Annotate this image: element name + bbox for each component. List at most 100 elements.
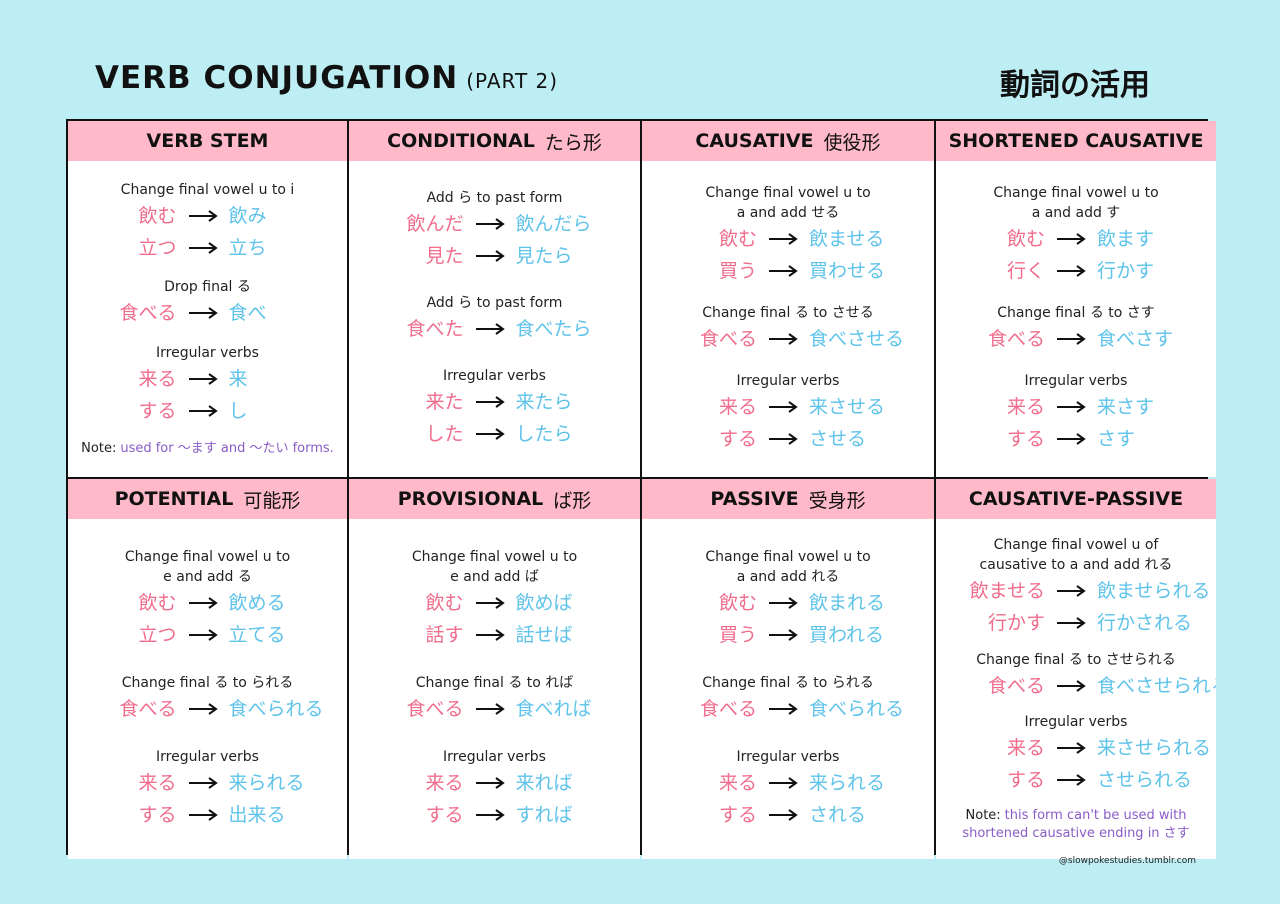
verb-to: さす	[1097, 428, 1136, 450]
conjugation: 来る 来さす	[941, 391, 1211, 423]
verb-from: する	[425, 804, 464, 826]
cell: CAUSATIVE-PASSIVE Change final vowel u of…	[936, 479, 1216, 859]
cell-header: CAUSATIVE 使役形	[642, 121, 934, 161]
cell-header: VERB STEM	[68, 121, 347, 161]
conjugation: 来る 来られる	[73, 767, 343, 799]
section: Change final vowel u to a and add れる 飲む 飲まれ…	[653, 547, 923, 651]
rule: a and add せる	[736, 205, 840, 221]
conjugation: する させる	[653, 423, 923, 455]
conjugation: 飲む 飲めば	[360, 587, 630, 619]
verb-from: 食べる	[119, 302, 177, 325]
verb-from: 来る	[425, 772, 464, 794]
conjugation: 飲む 飲ませる	[653, 223, 923, 255]
verb-to: 来られる	[228, 772, 305, 794]
cell-header: PASSIVE 受身形	[642, 479, 934, 519]
section: Change final vowel u to e and add る飲む 飲める立…	[73, 547, 343, 651]
conjugation: 話す 話せば	[360, 619, 630, 651]
verb-to: 買わせる	[809, 260, 886, 282]
conjugation: 来る 来られる	[653, 767, 923, 799]
rule: Irregular verbs	[156, 749, 259, 765]
verb-to: 食べたら	[515, 318, 592, 340]
conjugation: 行かす 行かされる	[941, 607, 1211, 639]
arrow	[769, 597, 798, 609]
verb-from: 飲む	[425, 592, 464, 614]
arrow	[475, 629, 505, 641]
arrow	[769, 265, 798, 277]
arrow	[188, 372, 218, 385]
title-text: VERB CONJUGATION	[95, 60, 459, 96]
rule: Change final る to られる	[121, 675, 294, 691]
verb-to: 飲ませる	[809, 228, 885, 250]
verb-to: 飲んだら	[515, 213, 592, 235]
verb-to: 食べられる	[809, 698, 905, 720]
conjugation: 飲む 飲まれる	[653, 587, 923, 619]
verb-to: させられる	[1097, 769, 1193, 792]
arrow	[1057, 617, 1086, 630]
section: Change final る to させる 食べる 食べさせる	[653, 303, 923, 355]
verb-from: 食べる	[119, 698, 177, 720]
conjugation: 来る 来れば	[360, 767, 630, 799]
verb-to: 立ち	[228, 237, 267, 260]
conjugation: 見た 見たら	[360, 240, 630, 272]
verb-from: 見た	[425, 245, 464, 267]
cell-header: SHORTENED CAUSATIVE	[936, 121, 1216, 161]
verb-from: 行く	[1006, 260, 1045, 282]
note-text: this form can't be used with shortened c…	[962, 807, 1190, 841]
section: Irregular verbs 来る 来さす する さす	[941, 371, 1211, 455]
rule: a and add す	[1031, 205, 1121, 221]
rule: Change final vowel u to	[705, 185, 871, 201]
conjugation: する される	[653, 799, 923, 831]
conjugation: 来た 来たら	[360, 386, 630, 418]
verb-to: し	[228, 399, 248, 422]
arrow	[475, 250, 505, 262]
cell-header: CONDITIONAL たら形	[349, 121, 640, 161]
rule: causative to a and add れる	[979, 557, 1173, 574]
verb-to: される	[809, 804, 867, 826]
verb-to: 行かされる	[1097, 612, 1193, 635]
conjugation: 食べた 食べたら	[360, 313, 630, 345]
verb-to: 見たら	[515, 245, 573, 267]
verb-from: 飲む	[138, 205, 177, 228]
rule: Change final vowel u to	[411, 549, 578, 565]
verb-from: する	[718, 804, 757, 826]
conjugation: する し	[73, 395, 343, 427]
conjugation: 食べる 食べれば	[360, 693, 630, 725]
verb-to: 出来る	[228, 804, 286, 826]
verb-to: 飲ます	[1097, 228, 1155, 250]
verb-from: 買う	[718, 624, 757, 646]
verb-to: 来さす	[1097, 396, 1155, 418]
cell-title-jp: 使役形	[823, 131, 881, 154]
rule: Add ら to past form	[426, 295, 563, 311]
conjugation: 飲ませる 飲ませられる	[941, 575, 1211, 607]
verb-from: 飲んだ	[406, 213, 464, 235]
verb-to: 買われる	[809, 624, 885, 646]
section: Irregular verbs 来る 来させられる する させられる	[941, 712, 1211, 796]
cell-title: CONDITIONAL	[387, 130, 535, 152]
arrow	[769, 333, 798, 345]
rule: Irregular verbs	[443, 749, 546, 765]
verb-from: 飲む	[718, 592, 757, 614]
cell-body: Change final vowel u to a and add す飲む 飲ます行…	[936, 161, 1216, 477]
verb-from: 買う	[718, 260, 757, 282]
arrow	[188, 307, 218, 320]
cell-title: SHORTENED CAUSATIVE	[948, 130, 1204, 152]
rule: Change final vowel u to	[993, 185, 1159, 201]
verb-from: 食べる	[987, 328, 1045, 350]
verb-to: したら	[515, 423, 573, 445]
conjugation: 食べる 食べられる	[73, 693, 343, 725]
verb-to: 食べられる	[228, 698, 324, 720]
verb-from: 食べた	[406, 318, 464, 340]
verb-from: する	[138, 804, 177, 826]
rule: Irregular verbs	[736, 373, 840, 389]
cell-title: PASSIVE	[710, 488, 799, 510]
verb-to: 行かす	[1097, 260, 1155, 282]
note: Note: used for ～ます and ～たい forms.	[78, 440, 338, 458]
rule: Change final る to られる	[702, 675, 874, 691]
verb-to: 食べさせられる	[1097, 674, 1216, 697]
conjugation: する すれば	[360, 799, 630, 831]
verb-to: 食べれば	[515, 698, 592, 720]
conjugation: 立つ 立てる	[73, 619, 343, 651]
cell: PASSIVE 受身形 Change final vowel u to a and a…	[642, 479, 934, 859]
